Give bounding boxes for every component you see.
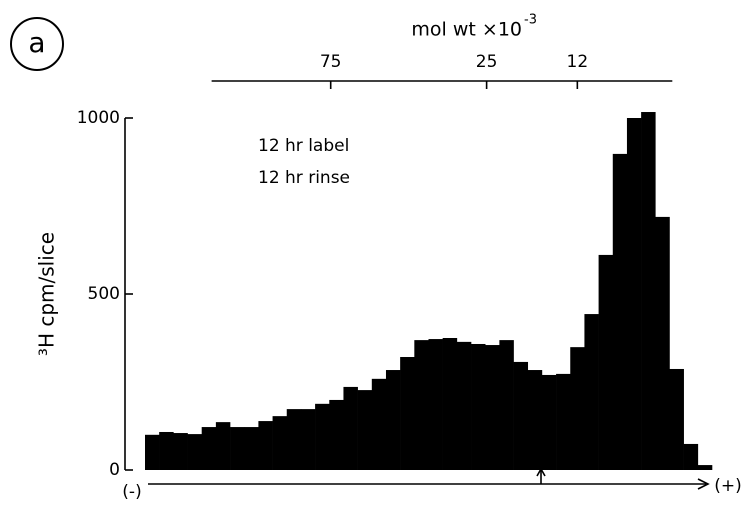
bar	[187, 434, 202, 470]
x-left-label: (-)	[122, 482, 141, 502]
top-tick-label: 25	[476, 52, 498, 72]
y-tick-label: 500	[88, 284, 120, 304]
top-tick-label: 75	[320, 52, 342, 72]
panel-label: a	[28, 26, 45, 59]
bar	[414, 340, 429, 470]
bar	[173, 433, 188, 470]
bar	[329, 399, 344, 470]
bar	[286, 409, 302, 470]
bar	[145, 434, 160, 470]
bar	[471, 343, 486, 470]
bar	[315, 403, 330, 470]
bar	[272, 416, 288, 470]
bar	[598, 254, 614, 470]
bar	[258, 421, 273, 470]
bar	[556, 373, 571, 470]
bar	[442, 338, 458, 470]
top-tick-label: 12	[567, 52, 589, 72]
bar	[485, 345, 500, 470]
y-axis-label: ³H cpm/slice	[35, 232, 59, 356]
bar	[371, 378, 387, 470]
bar	[626, 118, 642, 470]
bar	[541, 374, 557, 470]
bar	[641, 112, 656, 471]
y-tick-label: 1000	[77, 108, 120, 128]
bar	[244, 427, 259, 470]
bar	[159, 431, 174, 470]
y-tick-label: 0	[109, 460, 120, 480]
bar	[428, 339, 443, 470]
bar	[499, 340, 514, 470]
bar	[230, 427, 245, 470]
bar	[513, 361, 529, 470]
bar	[584, 314, 599, 470]
bar	[612, 153, 628, 471]
arrow-head	[697, 478, 710, 490]
bar	[669, 368, 684, 470]
bar	[215, 422, 231, 470]
top-axis-label: mol wt ×10	[411, 19, 522, 41]
top-axis-exponent: -3	[524, 13, 537, 28]
bar	[697, 465, 713, 470]
bar	[655, 216, 670, 470]
annotation: 12 hr label	[258, 136, 349, 156]
panel-circle	[10, 17, 64, 71]
bar	[357, 390, 373, 470]
bar	[201, 427, 217, 470]
bar	[456, 341, 472, 470]
bar	[570, 347, 585, 470]
bar	[400, 357, 415, 470]
bar	[385, 370, 401, 470]
bar	[683, 443, 699, 470]
bar	[527, 370, 543, 470]
x-right-label: (+)	[714, 476, 742, 496]
bar	[343, 386, 358, 470]
bar	[300, 409, 316, 470]
annotation: 12 hr rinse	[258, 168, 350, 188]
